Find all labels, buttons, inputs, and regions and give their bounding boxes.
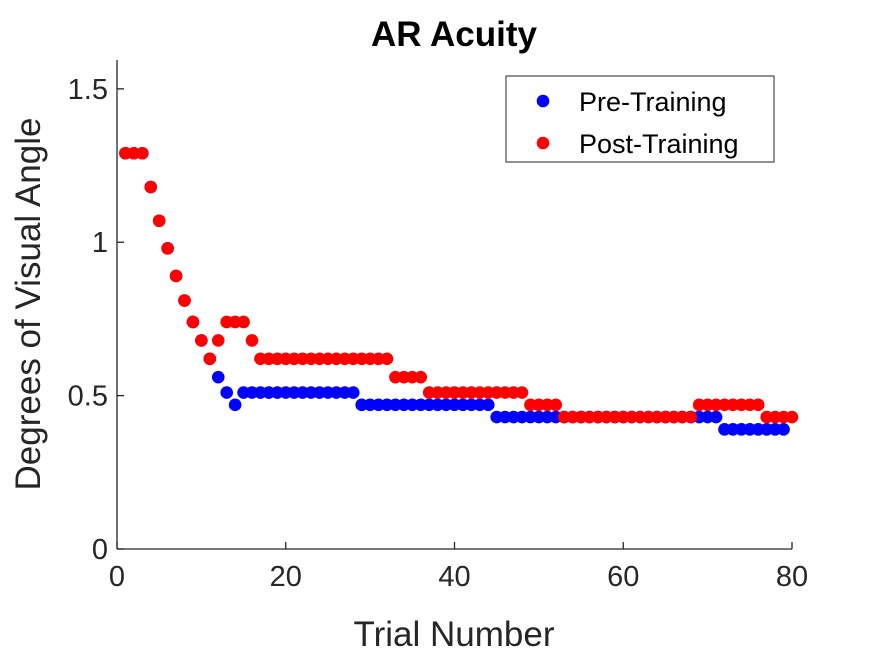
data-point [777,423,790,436]
y-tick-label: 0 [92,534,108,566]
data-point [785,410,799,424]
data-points [119,146,799,436]
ticks: 0 20 40 60 80 0 0.5 1 1.5 [68,74,808,593]
data-point [144,180,158,194]
data-point [203,352,217,366]
data-point [481,398,495,412]
series-post-training [119,146,799,424]
data-point [751,398,765,412]
legend-box [505,75,775,163]
y-tick-label: 1.5 [68,74,108,106]
y-tick-label: 0.5 [68,381,108,413]
data-point [515,386,529,399]
data-point [211,370,225,384]
y-tick-label: 1 [92,227,108,259]
data-point [549,398,563,412]
data-point [380,352,394,366]
data-point [228,398,242,412]
legend-label-pre-training: Pre-Training [579,87,727,117]
data-point [161,242,174,255]
data-point [237,315,250,329]
legend-marker-pre-training [536,94,550,108]
data-point [220,386,233,399]
data-point [245,334,259,347]
x-tick-label: 40 [438,561,470,593]
x-tick-label: 0 [109,561,125,593]
data-point [346,386,360,399]
legend: Pre-Training Post-Training [505,75,775,163]
x-tick-label: 20 [270,561,302,593]
legend-label-post-training: Post-Training [579,129,739,159]
x-tick-label: 60 [607,561,639,593]
data-point [195,334,208,347]
data-point [684,410,698,424]
y-axis-label: Degrees of Visual Angle [9,118,48,491]
legend-marker-post-training [536,136,550,150]
data-point [186,315,200,329]
chart-title: AR Acuity [371,15,537,54]
data-point [414,370,428,384]
data-point [169,269,183,283]
data-point [178,294,191,307]
data-point [152,214,166,228]
x-tick-label: 80 [776,561,808,593]
data-point [709,410,723,424]
data-point [211,334,225,347]
x-axis-label: Trial Number [354,615,555,654]
data-point [136,146,149,160]
